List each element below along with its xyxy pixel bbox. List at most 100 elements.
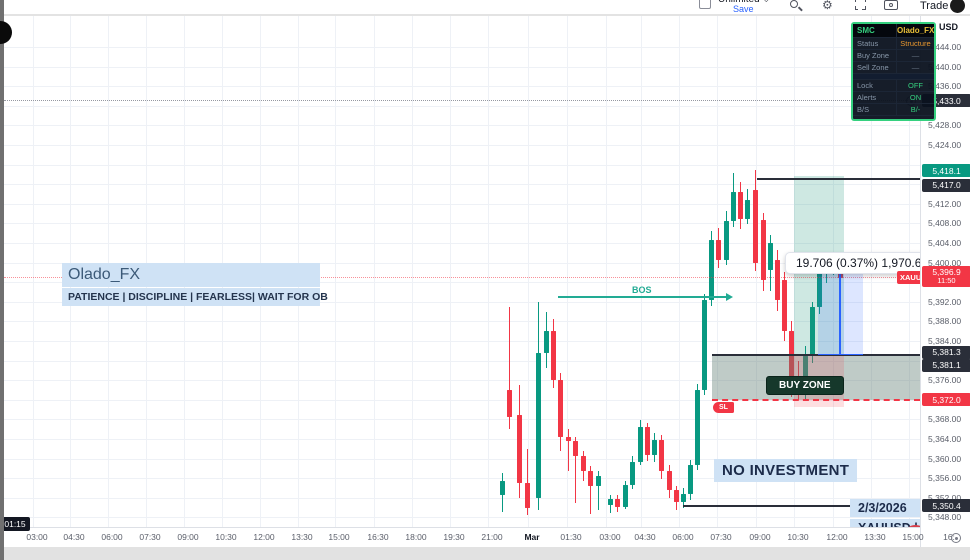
time-tick-label: 10:30 [787, 532, 809, 542]
h-gridline [4, 301, 920, 303]
price-tick-label: 5,352.00 [928, 492, 962, 503]
time-tick-label: 21:00 [481, 532, 503, 542]
panel-row: Buy Zone — [853, 50, 934, 62]
smc-indicator-panel[interactable]: SMC Olado_FX Status Structure Buy Zone — Sel… [851, 22, 936, 121]
bos-arrow-head [726, 292, 733, 301]
price-tag-54181: 5,418.1 [922, 164, 970, 178]
time-tick-label: 19:30 [443, 532, 465, 542]
candle [809, 307, 815, 356]
panel-title-left: SMC [853, 24, 897, 37]
panel-row-value: — [911, 51, 920, 60]
candle [651, 439, 657, 456]
price-tick-label: 5,388.00 [928, 316, 962, 327]
currency-label: USD [939, 22, 959, 32]
price-tick-label: 5,356.00 [928, 473, 962, 484]
price-tag-53969: 5,396.9 11:50 [922, 265, 970, 287]
level-line[interactable] [757, 178, 920, 181]
no-investment-note[interactable]: NO INVESTMENT [714, 459, 858, 482]
fullscreen-icon[interactable] [853, 0, 870, 14]
time-tick-label: 10:30 [215, 532, 237, 542]
trade-button[interactable]: Trade [920, 0, 949, 12]
candle [715, 240, 721, 261]
time-tick-label: 09:00 [749, 532, 771, 542]
level-line[interactable] [4, 277, 920, 279]
v-gridline [567, 16, 568, 527]
h-gridline [4, 145, 920, 146]
camera-icon[interactable] [884, 0, 900, 14]
panel-row-value: ON [909, 93, 922, 102]
price-tag-53504: 5,350.4 [922, 499, 970, 513]
time-tick-label: 13:30 [291, 532, 313, 542]
v-gridline [450, 16, 451, 527]
candle [666, 470, 672, 490]
candle [701, 299, 707, 390]
panel-row-label: Alerts [853, 92, 897, 103]
level-line[interactable] [4, 100, 908, 102]
time-tick-label: 06:00 [101, 532, 123, 542]
panel-row-label: Sell Zone [853, 62, 897, 73]
time-axis[interactable]: 03:00 04:30 06:00 07:30 09:00 10:30 12:00 13:30… [4, 527, 955, 547]
crosshair-time-tag: 01:15 [0, 517, 30, 531]
symbol-note[interactable]: XAUUSD | 15M [850, 519, 920, 527]
candle-wick [597, 470, 599, 511]
candle [614, 498, 620, 507]
price-tick-label: 5,444.00 [928, 42, 962, 52]
plan-dropdown[interactable]: Unlimited ⌵ [718, 0, 770, 5]
level-line[interactable] [712, 353, 920, 356]
countdown: 11:50 [937, 276, 956, 286]
candle [744, 199, 750, 219]
v-gridline [679, 16, 680, 527]
candle [730, 192, 736, 221]
v-gridline [528, 16, 529, 527]
candle [565, 436, 571, 442]
h-gridline [4, 125, 920, 127]
price-tag-53811: 5,381.1 [922, 358, 970, 372]
time-tick-label: 15:00 [328, 532, 350, 542]
scroll-target-icon[interactable] [951, 533, 961, 543]
settings-gear-icon[interactable]: ⚙ [822, 0, 833, 12]
time-tick-label: 04:30 [634, 532, 656, 542]
candle-wick [589, 465, 591, 514]
candle [595, 475, 601, 486]
level-line[interactable] [712, 398, 920, 401]
v-gridline [412, 16, 413, 527]
bos-arrow-line[interactable] [558, 296, 726, 299]
watermark-annotation[interactable]: Olado_FX PATIENCE | DISCIPLINE | FEARLES… [62, 263, 328, 306]
v-gridline [335, 16, 336, 527]
panel-row-value: B/- [910, 105, 921, 114]
candle [767, 243, 773, 270]
bos-label: BOS [632, 285, 652, 296]
candle [543, 331, 549, 354]
price-tag-54170: 5,417.0 [922, 178, 970, 192]
panel-row: B/S B/- [853, 104, 934, 116]
stop-loss-tag[interactable]: SL [713, 402, 734, 413]
chart-canvas[interactable]: Olado_FX PATIENCE | DISCIPLINE | FEARLES… [4, 16, 920, 527]
candle [752, 189, 758, 264]
date-note[interactable]: 2/3/2026 [850, 499, 920, 517]
avatar[interactable] [950, 0, 965, 13]
layout-icon[interactable] [699, 0, 711, 9]
price-tick-label: 5,428.00 [928, 120, 962, 131]
panel-row: Lock OFF [853, 80, 934, 92]
price-tick-label: 5,392.00 [928, 296, 962, 307]
candle [694, 390, 700, 465]
zoom-icon[interactable] [788, 0, 804, 14]
candle [572, 441, 578, 457]
price-tick-label: 5,368.00 [928, 414, 962, 425]
buy-zone-label[interactable]: BUY ZONE [766, 376, 844, 395]
candle-wick [567, 429, 569, 471]
level-line[interactable] [683, 504, 920, 507]
candle [802, 355, 808, 393]
h-gridline [4, 497, 920, 499]
candle [499, 480, 505, 496]
candle [673, 489, 679, 502]
candle [550, 331, 556, 381]
h-gridline [4, 86, 920, 88]
price-tick-label: 5,440.00 [928, 61, 962, 72]
save-button[interactable]: Save [733, 4, 754, 14]
time-tick-label: 07:30 [710, 532, 732, 542]
candle [760, 219, 766, 281]
magnifier-glass [790, 0, 798, 8]
h-gridline [4, 243, 920, 244]
